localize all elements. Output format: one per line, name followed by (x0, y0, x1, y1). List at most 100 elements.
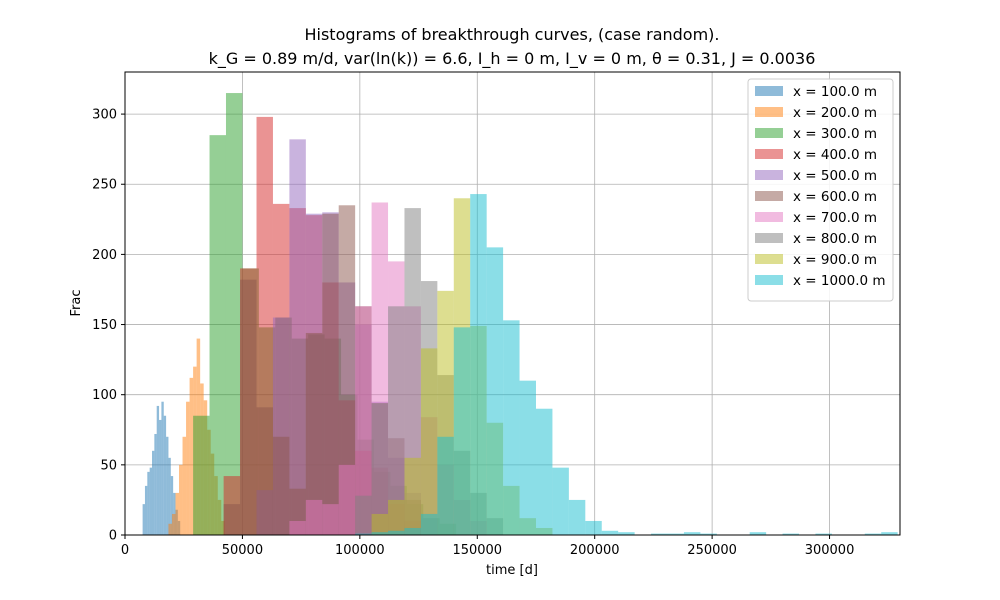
histogram-bar (470, 194, 487, 535)
histogram-bar (404, 208, 421, 535)
legend-label: x = 400.0 m (793, 147, 877, 163)
histogram-bar (404, 457, 421, 535)
histogram-bar (700, 533, 717, 535)
histogram-bar (371, 403, 389, 535)
y-tick-label: 50 (100, 458, 117, 473)
histogram-bar (186, 401, 190, 535)
histogram-bar (338, 464, 356, 535)
histogram-bar (486, 247, 504, 535)
legend-swatch (755, 212, 783, 222)
y-tick-label: 150 (92, 318, 117, 333)
histogram-bar (156, 405, 160, 535)
histogram-bar (420, 513, 438, 535)
histogram-bar (256, 407, 273, 535)
x-axis-label: time [d] (486, 563, 538, 578)
histogram-bar (159, 419, 162, 535)
y-tick-label: 300 (92, 108, 117, 123)
chart-subtitle: k_G = 0.89 m/d, var(ln(k)) = 6.6, I_h = … (209, 49, 816, 69)
x-tick-label: 200000 (570, 543, 620, 558)
legend-label: x = 1000.0 m (793, 273, 886, 289)
histogram-bar (355, 495, 372, 535)
legend-swatch (755, 128, 783, 138)
chart-title: Histograms of breakthrough curves, (case… (304, 25, 719, 44)
legend-label: x = 900.0 m (793, 252, 877, 268)
y-tick-label: 250 (92, 178, 117, 193)
legend-swatch (755, 254, 783, 264)
x-tick-label: 250000 (687, 543, 737, 558)
histogram-bar (179, 464, 183, 535)
histogram-bar (601, 530, 619, 535)
legend-swatch (755, 107, 783, 117)
x-tick-label: 300000 (805, 543, 855, 558)
histogram-bar (322, 504, 339, 535)
legend-swatch (755, 170, 783, 180)
histogram-bar (289, 139, 306, 535)
legend-box (747, 78, 894, 302)
histogram-bar (503, 320, 520, 535)
histogram-bar (144, 485, 148, 535)
histogram-bar (420, 348, 438, 535)
histogram-bar (355, 306, 372, 535)
legend-swatch (755, 191, 783, 201)
histogram-bar (453, 327, 471, 535)
histogram-bar (322, 213, 339, 535)
histogram-bar (371, 513, 389, 535)
y-tick-label: 100 (92, 388, 117, 403)
legend-label: x = 700.0 m (793, 210, 877, 226)
histogram-bar (618, 532, 635, 535)
histogram-bar (209, 135, 226, 536)
histogram-bar (388, 306, 405, 535)
histogram-bar (193, 415, 210, 535)
histogram-bar (535, 408, 553, 535)
histogram-bar (782, 533, 800, 535)
histogram-bar (667, 533, 684, 535)
histogram-bar (371, 532, 389, 535)
histogram-bar (815, 533, 832, 535)
legend-swatch (755, 86, 783, 96)
histogram-bar (651, 533, 668, 535)
histogram-bar (568, 499, 586, 535)
series-1-bars (142, 401, 181, 535)
histogram-bar (749, 532, 767, 535)
histogram-bar (166, 436, 169, 535)
histogram-bar (168, 523, 172, 535)
histogram-bar (585, 520, 602, 535)
histogram-bar (170, 476, 174, 535)
plot-frame (124, 71, 901, 536)
histogram-bar (437, 436, 454, 535)
histogram-bar (552, 467, 569, 535)
histogram-bar (142, 504, 145, 535)
histogram-bar (338, 205, 356, 535)
histogram-bar (168, 457, 171, 535)
histogram-bar (272, 436, 290, 535)
histogram-bar (171, 513, 176, 535)
legend-label: x = 100.0 m (793, 84, 877, 100)
histogram-bar (355, 533, 372, 535)
legend-label: x = 300.0 m (793, 126, 877, 142)
legend-swatch (755, 149, 783, 159)
histogram-bar (163, 415, 167, 535)
histogram-bar (161, 401, 164, 535)
histogram-bar (519, 380, 536, 535)
histogram-bar (223, 504, 241, 535)
legend-swatch (755, 275, 783, 285)
histogram-bar (182, 436, 187, 535)
ticks-layer: 0 50000 100000 150000 200000 250000 300000 0 50 1… (92, 108, 854, 558)
y-tick-label: 200 (92, 248, 117, 263)
y-axis-label: Frac (69, 290, 84, 317)
legend-label: x = 800.0 m (793, 231, 877, 247)
histogram-bar (154, 433, 157, 535)
histogram-bar (388, 499, 405, 535)
x-tick-label: 0 (121, 543, 129, 558)
histogram-bar (225, 93, 243, 535)
histogram-bar (683, 532, 701, 535)
histogram-bar (881, 532, 898, 535)
legend: x = 100.0 m x = 200.0 m x = 300.0 m x = 400… (747, 78, 894, 302)
histogram-bar (175, 492, 180, 535)
bars-layer (142, 93, 898, 536)
x-tick-label: 150000 (452, 543, 502, 558)
histogram-bar (240, 279, 257, 535)
histogram-bar (864, 533, 882, 535)
legend-swatch (755, 233, 783, 243)
